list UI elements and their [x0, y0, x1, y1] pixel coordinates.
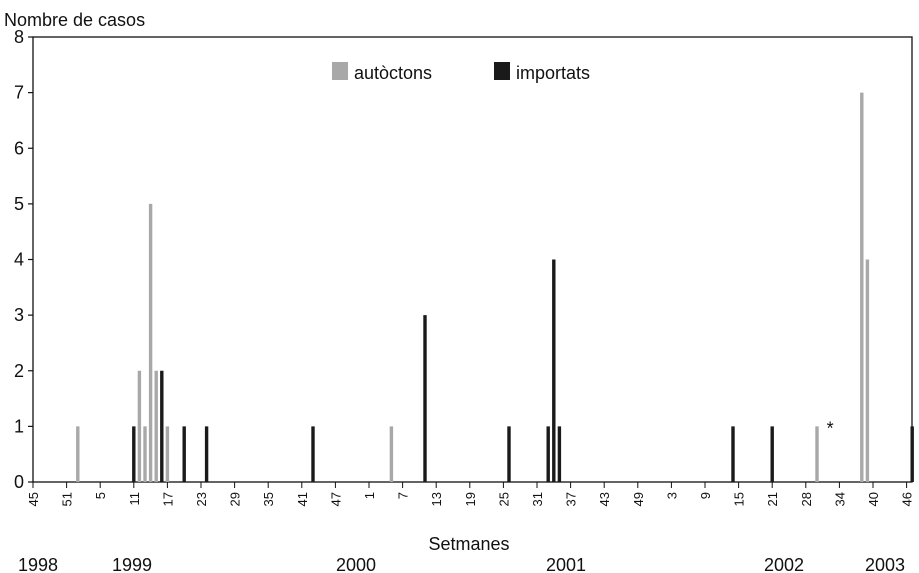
- x-axis: 45 51 5 11 17 23 29 35 41 47 1 7 13 19 25 31 37 43 49 3 9 15 2…: [26, 482, 915, 506]
- y-tick-label: 5: [14, 194, 24, 214]
- year-label: 1998: [18, 555, 58, 573]
- x-tick-label: 45: [26, 492, 41, 506]
- x-tick-label: 5: [93, 492, 108, 499]
- bar-autoctons: [76, 426, 80, 482]
- annotation-asterisk: *: [827, 418, 834, 438]
- bar-importats: [160, 370, 164, 482]
- x-tick-label: 15: [732, 492, 747, 506]
- year-labels: 1998 1999 2000 2001 2002 2003: [18, 555, 905, 573]
- y-axis: 0 1 2 3 4 5 6 7 8: [14, 27, 33, 492]
- bar-importats: [552, 259, 556, 482]
- annotations: *: [827, 418, 834, 438]
- bar-autoctons: [137, 370, 142, 482]
- bar-importats: [507, 426, 511, 482]
- x-tick-label: 19: [463, 492, 478, 506]
- x-tick-label: 25: [496, 492, 511, 506]
- x-tick-label: 37: [564, 492, 579, 506]
- plot-frame: [32, 36, 913, 483]
- year-label: 2001: [546, 555, 586, 573]
- bar-autoctons: [815, 426, 819, 482]
- x-tick-label: 11: [127, 492, 142, 506]
- bar-importats: [204, 426, 209, 482]
- x-tick-label: 31: [530, 492, 545, 506]
- legend-label-importats: importats: [516, 63, 590, 83]
- x-tick-label: 3: [664, 492, 679, 499]
- x-tick-label: 9: [698, 492, 713, 499]
- bar-autoctons: [143, 426, 147, 482]
- legend-swatch-autoctons: [332, 62, 348, 80]
- y-axis-label: Nombre de casos: [4, 10, 145, 30]
- x-tick-label: 17: [160, 492, 175, 506]
- bar-importats: [731, 426, 735, 482]
- bar-autoctons: [389, 426, 394, 482]
- year-label: 2003: [865, 555, 905, 573]
- x-tick-label: 28: [799, 492, 814, 506]
- x-tick-label: 23: [194, 492, 209, 506]
- y-tick-label: 4: [14, 250, 24, 270]
- bar-importats: [910, 426, 914, 482]
- bar-importats: [546, 426, 550, 482]
- x-tick-label: 46: [900, 492, 915, 506]
- x-tick-label: 34: [832, 492, 847, 506]
- x-tick-label: 49: [631, 492, 646, 506]
- x-tick-label: 40: [866, 492, 881, 506]
- bars: [76, 92, 914, 482]
- x-tick-label: 43: [597, 492, 612, 506]
- bar-autoctons: [865, 259, 870, 482]
- bar-importats: [182, 426, 186, 482]
- legend-swatch-importats: [494, 62, 510, 80]
- bar-importats: [132, 426, 136, 482]
- y-tick-label: 3: [14, 305, 24, 325]
- x-tick-label: 1: [362, 492, 377, 499]
- year-label: 1999: [112, 555, 152, 573]
- bar-importats: [423, 315, 427, 482]
- year-label: 2002: [764, 555, 804, 573]
- y-tick-label: 1: [14, 416, 24, 436]
- legend: autòctons importats: [332, 62, 590, 83]
- x-tick-label: 7: [396, 492, 411, 499]
- x-tick-label: 47: [328, 492, 343, 506]
- y-tick-label: 8: [14, 27, 24, 47]
- x-tick-label: 51: [60, 492, 75, 506]
- bar-importats: [557, 426, 562, 482]
- year-label: 2000: [336, 555, 376, 573]
- plot-border: [32, 36, 913, 483]
- x-tick-label: 13: [429, 492, 444, 506]
- x-axis-label: Setmanes: [428, 534, 509, 554]
- legend-label-autoctons: autòctons: [354, 63, 432, 83]
- bar-importats: [770, 426, 774, 482]
- x-tick-label: 21: [765, 492, 780, 506]
- bar-importats: [311, 426, 315, 482]
- x-tick-label: 35: [261, 492, 276, 506]
- bar-autoctons: [154, 370, 158, 482]
- bar-autoctons: [165, 426, 170, 482]
- y-tick-label: 6: [14, 138, 24, 158]
- x-tick-label: 41: [295, 492, 310, 506]
- x-tick-label: 29: [228, 492, 243, 506]
- y-tick-label: 7: [14, 83, 24, 103]
- bar-autoctons: [148, 203, 153, 482]
- bar-autoctons: [860, 92, 864, 482]
- y-tick-label: 0: [14, 472, 24, 492]
- y-tick-label: 2: [14, 361, 24, 381]
